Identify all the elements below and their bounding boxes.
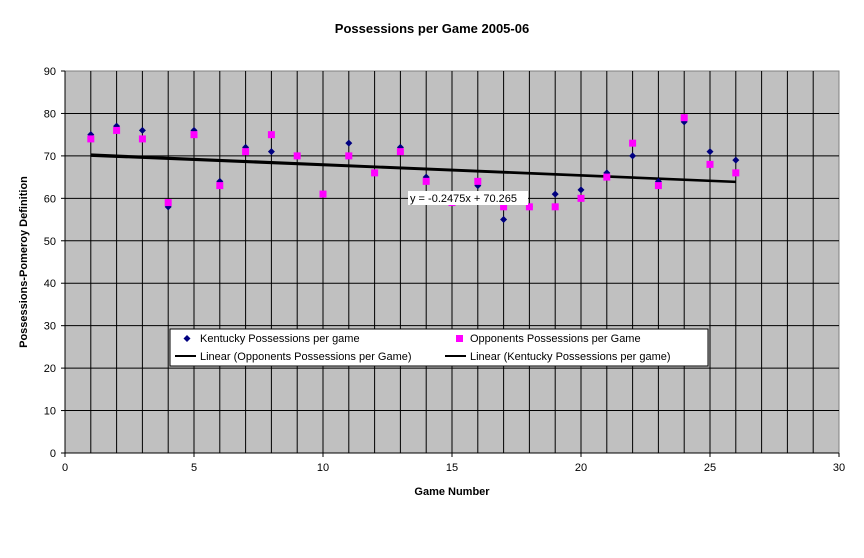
kentucky-point [267,148,275,156]
kentucky-point [577,186,585,194]
legend-label-opponents: Opponents Possessions per Game [470,333,641,345]
opponents-point [603,173,611,181]
equation-text: y = -0.2475x + 70.265 [410,193,517,205]
y-tick-label: 60 [44,193,56,205]
legend-marker-opponents [456,335,463,342]
opponents-point [500,203,508,211]
opponents-point [216,182,224,190]
legend-label-opponents-trend: Linear (Opponents Possessions per Game) [200,351,412,363]
opponents-point [138,135,146,143]
x-axis-label: Game Number [414,486,490,498]
x-tick-label: 30 [833,462,845,474]
opponents-point [706,160,714,168]
y-tick-label: 40 [44,278,56,290]
opponents-point [190,131,198,139]
legend-marker-kentucky [183,335,191,342]
y-tick-label: 30 [44,321,56,333]
opponents-point [577,194,585,202]
y-axis-label: Possessions-Pomeroy Definition [18,176,30,348]
x-tick-label: 10 [317,462,329,474]
equation-background [408,191,528,205]
x-tick-label: 15 [446,462,458,474]
y-tick-label: 10 [44,406,56,418]
y-axis-ticks: 0 10 20 30 40 50 60 70 80 90 [44,66,65,460]
kentucky-point [706,148,714,156]
y-tick-label: 90 [44,66,56,78]
opponents-point [732,169,740,177]
kentucky-point [551,190,559,198]
kentucky-point [500,216,508,224]
opponents-point [267,131,275,139]
legend-label-kentucky-trend: Linear (Kentucky Possessions per game) [470,351,671,363]
x-axis-ticks: 0 5 10 15 20 25 30 [62,453,845,474]
series-points [87,114,740,224]
y-tick-label: 80 [44,108,56,120]
opponents-point [345,152,353,160]
opponents-point [164,199,172,207]
opponents-point [293,152,301,160]
opponents-point [474,177,482,185]
y-tick-label: 50 [44,236,56,248]
legend-label-kentucky: Kentucky Possessions per game [200,333,360,345]
opponents-point [629,139,637,147]
kentucky-point [345,139,353,147]
x-tick-label: 0 [62,462,68,474]
opponents-point [371,169,379,177]
opponents-point [654,182,662,190]
opponents-point [319,190,327,198]
legend-box [169,328,709,367]
kentucky-point [732,156,740,164]
opponents-point [525,203,533,211]
opponents-point [242,148,250,156]
x-tick-label: 20 [575,462,587,474]
x-tick-label: 25 [704,462,716,474]
opponents-point [87,135,95,143]
opponents-point [422,177,430,185]
opponents-point [396,148,404,156]
legend: Kentucky Possessions per game Opponents P… [169,328,709,367]
trendline-equation: y = -0.2475x + 70.265 [408,191,528,205]
trend-line [90,153,736,183]
opponents-point [551,203,559,211]
trend-lines [90,153,736,184]
kentucky-point [138,126,146,134]
y-tick-label: 0 [50,448,56,460]
opponents-point [680,114,688,122]
y-tick-label: 70 [44,151,56,163]
kentucky-point [629,152,637,160]
chart-title: Possessions per Game 2005-06 [335,21,529,36]
y-tick-label: 20 [44,363,56,375]
opponents-point [113,126,121,134]
x-tick-label: 5 [191,462,197,474]
